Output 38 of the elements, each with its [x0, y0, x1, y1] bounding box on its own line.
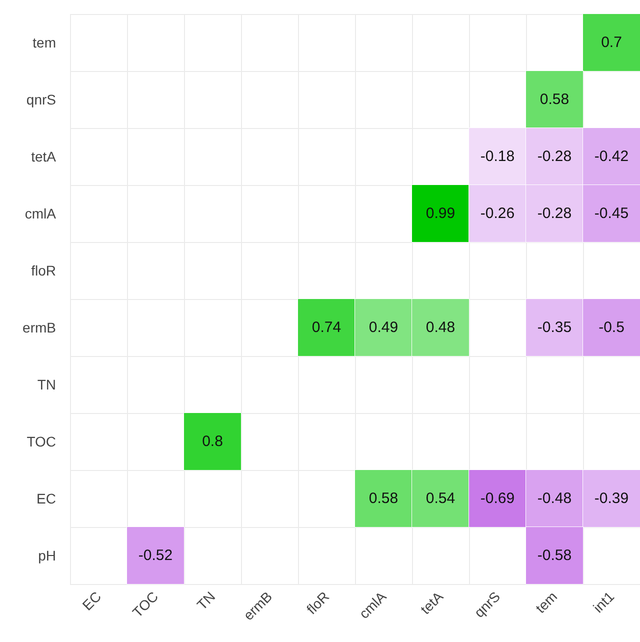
- data-label: 0.8: [202, 433, 223, 450]
- x-tick-label: floR: [303, 588, 332, 618]
- y-tick-label: EC: [36, 490, 56, 506]
- y-tick-label: TN: [37, 376, 56, 392]
- y-tick-label: pH: [38, 548, 56, 564]
- x-tick-label: tem: [532, 588, 560, 616]
- data-label: 0.99: [426, 205, 456, 222]
- y-tick-label: cmlA: [24, 206, 57, 222]
- x-tick-label: int1: [590, 588, 618, 616]
- data-label: 0.54: [426, 490, 456, 507]
- y-tick-label: floR: [31, 262, 56, 278]
- data-label: -0.26: [480, 205, 515, 222]
- x-tick-label: TN: [194, 588, 218, 613]
- data-label: 0.48: [426, 319, 456, 336]
- y-tick-label: qnrS: [26, 92, 56, 108]
- x-tick-label: tetA: [417, 588, 447, 618]
- y-tick-label: TOC: [26, 434, 56, 450]
- data-label: 0.49: [368, 319, 398, 336]
- data-label: -0.45: [594, 205, 629, 222]
- data-label: -0.48: [537, 490, 572, 507]
- data-label: -0.18: [480, 148, 515, 165]
- data-label: -0.28: [537, 148, 572, 165]
- data-label: 0.58: [540, 91, 570, 108]
- x-tick-label: EC: [79, 588, 104, 614]
- data-label: 0.58: [368, 490, 398, 507]
- data-label: -0.52: [138, 547, 173, 564]
- data-label: -0.28: [537, 205, 572, 222]
- y-tick-label: tetA: [31, 148, 57, 164]
- data-label: 0.74: [312, 319, 342, 336]
- y-tick-label: ermB: [22, 320, 56, 336]
- data-label: -0.42: [594, 148, 629, 165]
- data-label: -0.69: [480, 490, 515, 507]
- data-label: -0.35: [537, 319, 572, 336]
- data-label: 0.7: [601, 34, 622, 51]
- y-tick-label: tem: [32, 34, 56, 50]
- data-label: -0.58: [537, 547, 572, 564]
- data-label: -0.39: [594, 490, 629, 507]
- data-label: -0.5: [598, 319, 624, 336]
